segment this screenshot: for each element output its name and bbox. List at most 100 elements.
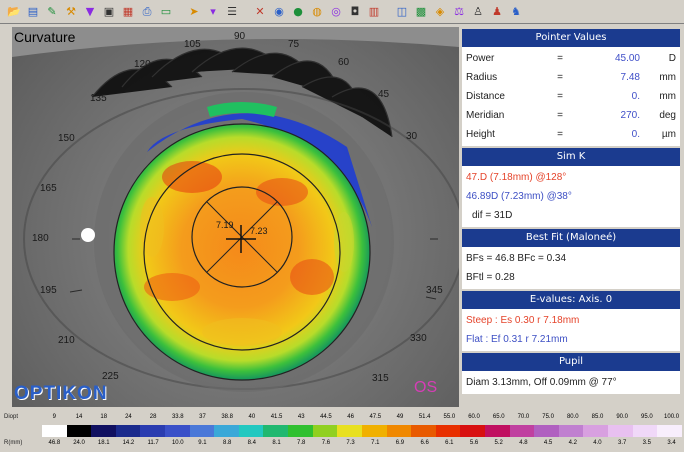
pupil-text: Diam 3.13mm, Off 0.09mm @ 77°: [466, 377, 617, 388]
axis-label-150: 150: [58, 133, 75, 144]
pointer-unit: mm: [659, 72, 676, 83]
color-swatch: [361, 425, 387, 437]
rmm-label: R(mm): [4, 440, 23, 446]
filter-icon[interactable]: ▼: [85, 5, 95, 18]
pointer-sep: =: [557, 129, 563, 140]
open-icon[interactable]: 📂: [7, 5, 21, 18]
rmm-tick: 3.4: [667, 440, 676, 446]
pointer-row: Height = 0. µm: [466, 125, 676, 144]
map-edge-blue: [147, 113, 372, 227]
simk-steep: 47.D (7.18mm) @128°: [466, 172, 567, 183]
color-swatch: [484, 425, 510, 437]
rmm-tick: 8.1: [272, 440, 281, 446]
map-icon[interactable]: ▩: [415, 5, 427, 18]
color-swatch: [214, 425, 239, 437]
diopt-row: Diopt 9 14 18 24 28 33.8 37 38.8 40 41.5 43 44.5 46 4…: [0, 414, 684, 424]
pointer-unit: µm: [661, 129, 676, 140]
scale-icon[interactable]: ⚖: [454, 5, 464, 18]
diopt-tick: 14: [75, 414, 83, 420]
color-swatch: [115, 425, 141, 437]
eye-label: OS: [414, 379, 438, 396]
diopt-tick: 47.5: [369, 414, 382, 420]
topography-map: [12, 27, 459, 407]
diopt-tick: 65.0: [492, 414, 505, 420]
compare-icon[interactable]: ◫: [396, 5, 408, 18]
diopt-label: Diopt: [4, 414, 19, 420]
toolbar: 📂 ▤ ✎ ⚒ ▼ ▣ ▦ ⎙ ▭ ➤ ▾ ☰ ✕ ◉ ● ◍ ◎ ◘ ▥ ◫ ▩ ◈ ⚖ ♙ ♟ ♞: [0, 0, 684, 24]
layout-icon[interactable]: ☰: [227, 5, 237, 18]
center-value-right: 7.23: [250, 226, 268, 236]
diopt-tick: 51.4: [418, 414, 431, 420]
diopt-tick: 75.0: [542, 414, 554, 420]
axis-label-225: 225: [102, 371, 119, 382]
rmm-tick: 7.6: [321, 440, 331, 446]
zone-ring-inner: [191, 186, 293, 288]
monitor-icon[interactable]: ▭: [160, 5, 172, 18]
colormap-icon[interactable]: ◈: [435, 5, 445, 18]
pointer-values-header: Pointer Values: [462, 29, 680, 47]
save-icon[interactable]: ▣: [103, 5, 115, 18]
grid-icon[interactable]: ▦: [122, 5, 134, 18]
rmm-tick: 18.1: [97, 440, 110, 446]
pointer-row: Radius = 7.48 mm: [466, 68, 676, 87]
axis-label-195: 195: [40, 285, 57, 296]
pointer-sep: =: [557, 91, 563, 102]
color-swatch: [386, 425, 412, 437]
pupil-section: Diam 3.13mm, Off 0.09mm @ 77°: [462, 371, 680, 394]
rmm-tick: 6.1: [445, 440, 454, 446]
tool-icon[interactable]: ⚒: [66, 5, 76, 18]
person-icon[interactable]: ♙: [473, 5, 483, 18]
light-reflection: [81, 228, 95, 242]
color-swatch: [583, 425, 609, 437]
color-icon[interactable]: ◉: [274, 5, 284, 18]
close-icon[interactable]: ✕: [255, 5, 265, 18]
meridian-line-2: [206, 201, 278, 273]
diopt-tick: 43: [297, 414, 305, 420]
rmm-tick: 6.6: [420, 440, 429, 446]
diopt-tick: 100.0: [664, 414, 680, 420]
diopt-tick: 28: [149, 414, 157, 420]
globe-icon[interactable]: ◍: [312, 5, 322, 18]
simk-header: Sim K: [462, 148, 680, 166]
simk-section: 47.D (7.18mm) @128° 46.89D (7.23mm) @38°…: [462, 166, 680, 227]
color-swatch: [312, 425, 338, 437]
rmm-tick: 4.5: [543, 440, 553, 446]
rmm-tick: 5.6: [469, 440, 479, 446]
values-panel: Pointer Values Power = 45.00 D Radius = 7.48 mm…: [462, 27, 680, 397]
eye-icon[interactable]: ◎: [331, 5, 341, 18]
patient-icon[interactable]: ▤: [27, 5, 39, 18]
person2-icon[interactable]: ♟: [492, 5, 502, 18]
pointer-value: 0.: [631, 91, 640, 102]
rmm-row: R(mm) 46.8 24.0 18.1 14.2 11.7 10.0 9.1 8.8 8.4 8…: [0, 440, 684, 450]
edit-icon[interactable]: ✎: [47, 5, 57, 18]
diopt-tick: 9: [52, 414, 57, 420]
map-noise: [140, 161, 354, 346]
pointer-icon[interactable]: ➤: [189, 5, 199, 18]
record-icon[interactable]: ●: [293, 5, 303, 18]
pointer-value: 0.: [631, 129, 640, 140]
center-value-left: 7.19: [216, 220, 234, 230]
diopt-tick: 49: [396, 414, 404, 420]
rmm-tick: 8.8: [222, 440, 232, 446]
diopt-tick: 24: [125, 414, 132, 420]
pointer-sep: =: [557, 53, 563, 64]
zone-ring-mid: [143, 153, 341, 351]
dropdown-icon[interactable]: ▾: [210, 5, 216, 18]
pointer-values-table: Power = 45.00 D Radius = 7.48 mm Distance = 0. mm Me…: [462, 47, 680, 146]
evalues-header: E-values: Axis. 0: [462, 291, 680, 309]
color-swatch: [632, 425, 658, 437]
color-swatch: [91, 425, 116, 437]
rmm-tick: 8.4: [247, 440, 257, 446]
diopt-tick: 95.0: [641, 414, 653, 420]
color-swatch: [657, 425, 682, 437]
chart-icon[interactable]: ▥: [368, 5, 380, 18]
camera-icon[interactable]: ◘: [350, 5, 360, 18]
pointer-label: Meridian: [466, 110, 505, 121]
diopt-tick: 44.5: [320, 414, 332, 420]
axis-label-75: 75: [288, 39, 300, 50]
axis-label-165: 165: [40, 183, 57, 194]
topography-map-viewer[interactable]: Curvature 105 90 75 120 60 135 45 150 30…: [12, 27, 459, 407]
print-icon[interactable]: ⎙: [142, 5, 152, 18]
person3-icon[interactable]: ♞: [511, 5, 521, 18]
bestfit-line-1: BFs = 46.8 BFc = 0.34: [466, 253, 567, 264]
